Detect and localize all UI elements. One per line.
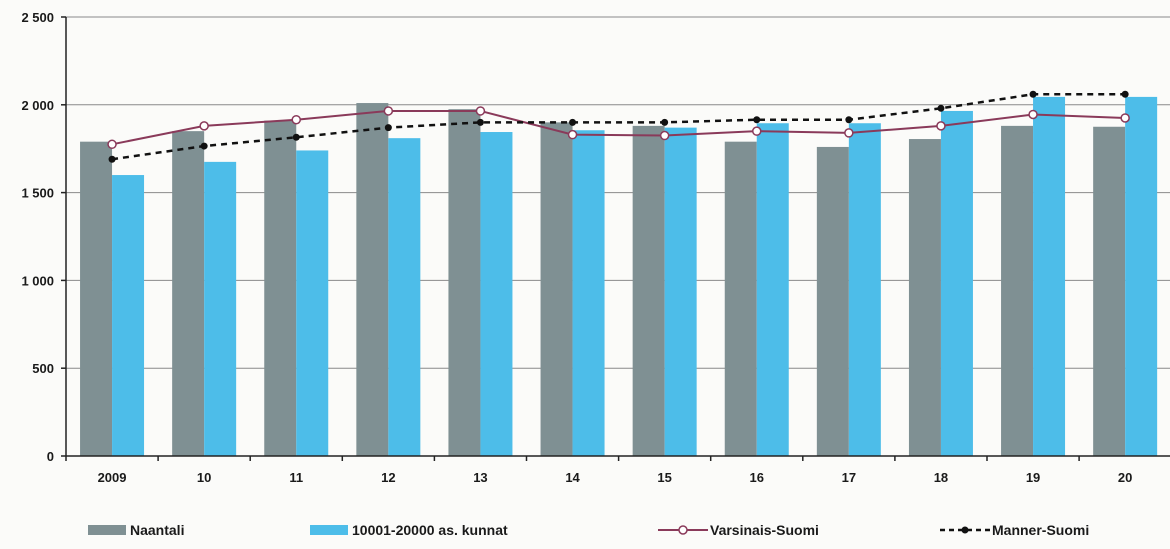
point-manner-suomi: [937, 104, 945, 112]
point-varsinais-suomi: [567, 129, 578, 140]
x-tick-label: 18: [934, 470, 948, 485]
point-varsinais-suomi: [752, 126, 762, 136]
point-varsinais-suomi: [1120, 113, 1130, 123]
x-tick-label: 15: [657, 470, 671, 485]
x-tick-label: 11: [289, 470, 303, 485]
point-manner-suomi: [292, 133, 300, 141]
bar-naantali: [724, 141, 757, 456]
bar-kunnat: [756, 123, 789, 456]
bar-naantali: [632, 125, 665, 456]
y-tick-label: 1 500: [21, 186, 54, 201]
x-tick-label: 17: [842, 470, 856, 485]
legend-label-varsinais-suomi: Varsinais-Suomi: [710, 522, 819, 538]
point-manner-suomi: [1029, 90, 1037, 98]
point-varsinais-suomi: [1028, 109, 1038, 120]
bar-kunnat: [848, 123, 881, 456]
bar-kunnat: [112, 175, 145, 457]
x-tick-label: 12: [381, 470, 395, 485]
x-tick-label: 20: [1118, 470, 1132, 485]
point-manner-suomi: [476, 118, 484, 126]
point-varsinais-suomi: [383, 106, 394, 116]
y-tick-label: 500: [32, 361, 54, 376]
legend-swatch-naantali: [88, 525, 126, 535]
chart-svg: 0 500 1 000 1 500 2 000 2 500 2009 10 11 12 13 14 15…: [21, 10, 1170, 485]
point-varsinais-suomi: [291, 114, 301, 125]
point-manner-suomi: [845, 116, 853, 124]
legend-label-kunnat: 10001-20000 as. kunnat: [352, 522, 508, 538]
legend-label-manner-suomi: Manner-Suomi: [992, 522, 1090, 538]
legend-label-naantali: Naantali: [130, 522, 185, 538]
x-tick-label: 13: [473, 470, 487, 485]
point-varsinais-suomi: [475, 106, 486, 116]
x-tick-label: 10: [197, 470, 211, 485]
bar-kunnat: [204, 161, 237, 456]
bar-naantali: [172, 131, 205, 456]
y-tick-label: 0: [47, 449, 54, 464]
legend-item-varsinais-suomi: Varsinais-Suomi: [658, 522, 819, 538]
legend-item-manner-suomi: Manner-Suomi: [940, 522, 1089, 538]
legend-line-manner-suomi: [940, 526, 990, 534]
x-tick-label: 14: [565, 470, 580, 485]
x-tick-label: 19: [1026, 470, 1040, 485]
point-manner-suomi: [569, 118, 577, 126]
point-varsinais-suomi: [844, 128, 854, 138]
bar-kunnat: [940, 110, 973, 457]
legend-item-naantali: Naantali: [88, 522, 184, 538]
bar-kunnat: [1125, 96, 1158, 456]
line-manner-suomi: [111, 93, 1126, 161]
point-manner-suomi: [200, 142, 208, 150]
bar-naantali: [264, 120, 297, 456]
legend-item-kunnat: 10001-20000 as. kunnat: [310, 522, 508, 538]
bar-kunnat: [480, 132, 513, 456]
bar-naantali: [1001, 125, 1034, 456]
point-varsinais-suomi: [107, 139, 117, 150]
point-manner-suomi: [108, 155, 116, 163]
bar-naantali: [908, 139, 941, 457]
bar-kunnat: [572, 130, 605, 456]
bar-naantali: [356, 103, 389, 456]
line-varsinais-suomi: [111, 109, 1126, 146]
legend: Naantali 10001-20000 as. kunnat Varsinai…: [0, 522, 1170, 546]
x-tick-label: 2009: [98, 470, 127, 485]
bar-naantali: [1093, 126, 1126, 456]
bar-kunnat: [664, 127, 697, 457]
bar-naantali: [80, 141, 113, 456]
bar-naantali: [448, 109, 481, 456]
point-varsinais-suomi: [936, 121, 946, 131]
point-manner-suomi: [384, 124, 392, 132]
point-manner-suomi: [1121, 90, 1129, 98]
legend-line-varsinais-suomi: [658, 525, 708, 535]
y-tick-label: 1 000: [21, 273, 54, 288]
point-manner-suomi: [661, 118, 669, 126]
x-tick-label: 16: [750, 470, 764, 485]
point-varsinais-suomi: [199, 121, 209, 131]
bar-kunnat: [296, 150, 329, 456]
y-tick-label: 2 500: [21, 10, 54, 25]
bar-kunnat: [1033, 96, 1066, 456]
y-tick-label: 2 000: [21, 98, 54, 113]
point-manner-suomi: [753, 116, 761, 124]
legend-swatch-kunnat: [310, 525, 348, 535]
point-varsinais-suomi: [659, 130, 670, 141]
bar-naantali: [540, 122, 573, 457]
bar-kunnat: [388, 138, 421, 456]
bar-naantali: [816, 146, 849, 456]
